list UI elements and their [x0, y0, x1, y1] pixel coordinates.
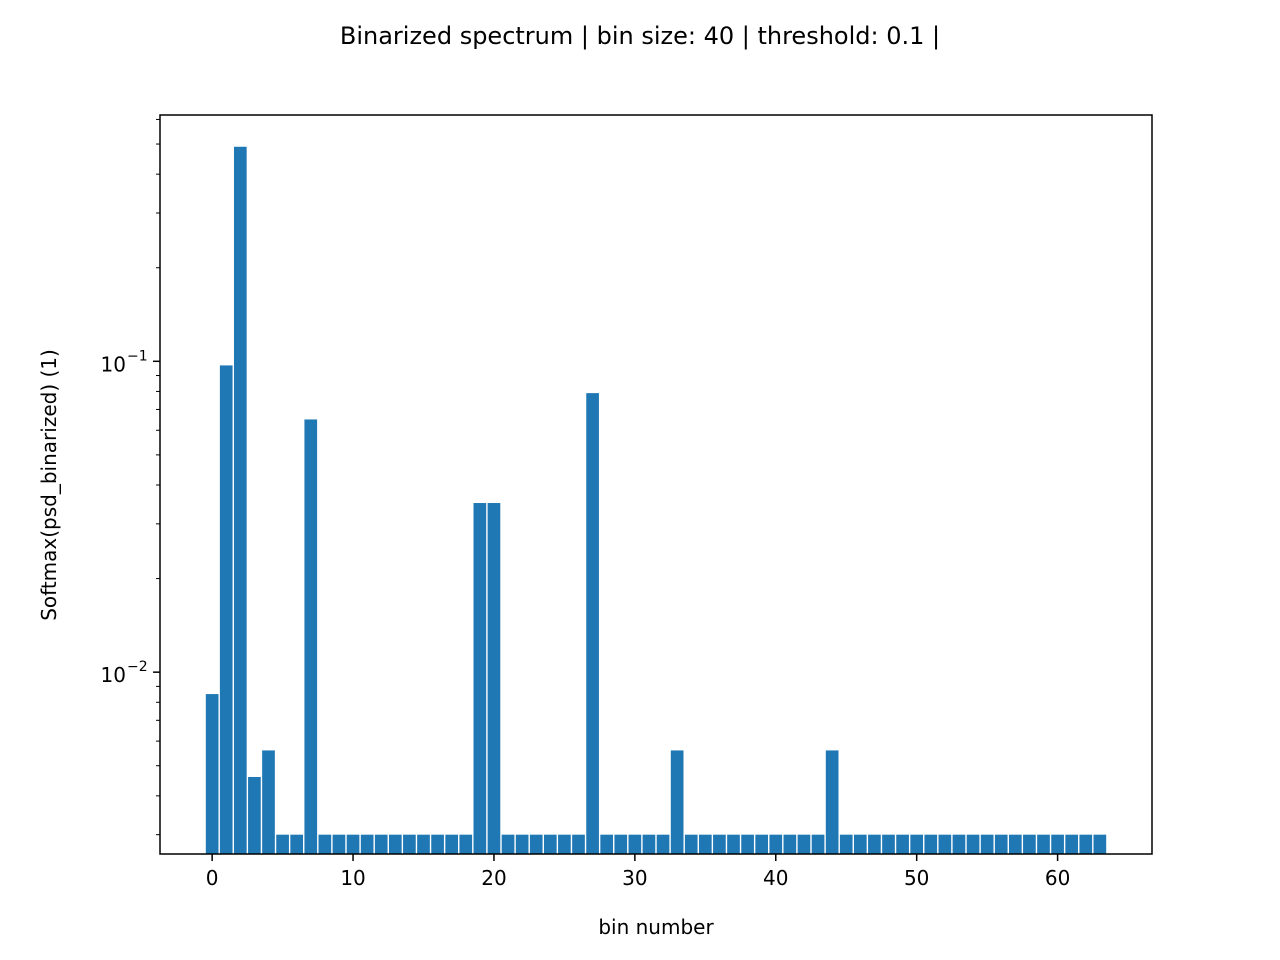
bar — [839, 834, 853, 854]
bar — [825, 750, 839, 854]
bar — [487, 503, 501, 854]
bar — [642, 834, 656, 854]
bar — [614, 834, 628, 854]
bar — [994, 834, 1008, 854]
bar — [543, 834, 557, 854]
bar — [868, 834, 881, 854]
bar — [473, 503, 487, 854]
y-tick-label: 10 — [101, 352, 126, 376]
bar — [882, 834, 895, 854]
bar — [290, 834, 304, 854]
bar — [501, 834, 515, 854]
bars-group — [205, 146, 1107, 854]
x-tick-label: 50 — [904, 866, 929, 890]
bar — [360, 834, 374, 854]
bar — [938, 834, 952, 854]
bar — [797, 834, 811, 854]
bar — [346, 834, 360, 854]
bar — [670, 750, 684, 854]
bar — [755, 834, 769, 854]
x-tick-label: 60 — [1045, 866, 1070, 890]
bar — [684, 834, 698, 854]
x-tick-label: 20 — [481, 866, 506, 890]
bar — [628, 834, 642, 854]
bar — [417, 834, 430, 854]
bar — [656, 834, 670, 854]
bar — [586, 393, 599, 854]
y-ticks-group: 10−210−1 — [101, 118, 160, 836]
bar — [459, 834, 473, 854]
bar — [219, 365, 233, 854]
bar — [388, 834, 402, 854]
bar — [600, 834, 614, 854]
bar — [980, 834, 994, 854]
bar — [233, 146, 247, 854]
bar — [727, 834, 740, 854]
bar — [276, 834, 289, 854]
bar — [1051, 834, 1064, 854]
bar — [262, 750, 275, 854]
bar — [205, 694, 219, 854]
x-tick-label: 0 — [206, 866, 219, 890]
bar — [1065, 834, 1079, 854]
x-ticks-group: 0 10 20 30 40 50 60 — [206, 854, 1070, 890]
bar — [896, 834, 909, 854]
bar — [783, 834, 797, 854]
bar — [529, 834, 543, 854]
bar — [910, 834, 924, 854]
bar — [304, 419, 318, 854]
x-tick-label: 30 — [622, 866, 647, 890]
y-tick-label: 10 — [101, 663, 126, 687]
bar — [1037, 834, 1050, 854]
bar — [374, 834, 388, 854]
bar — [811, 834, 825, 854]
bar — [924, 834, 938, 854]
bar — [769, 834, 783, 854]
bar — [1008, 834, 1022, 854]
bar — [1093, 834, 1107, 854]
bar — [558, 834, 571, 854]
x-axis-label: bin number — [598, 915, 714, 939]
chart-title: Binarized spectrum | bin size: 40 | thre… — [340, 22, 940, 50]
bar — [966, 834, 980, 854]
bar — [248, 776, 261, 854]
bar — [1023, 834, 1036, 854]
x-tick-label: 40 — [763, 866, 788, 890]
bar — [698, 834, 712, 854]
y-axis-label: Softmax(psd_binarized) (1) — [37, 349, 61, 621]
bar — [853, 834, 867, 854]
bar — [403, 834, 416, 854]
bar — [713, 834, 726, 854]
bar — [318, 834, 332, 854]
y-tick-exponent: −2 — [127, 659, 148, 675]
bar — [515, 834, 529, 854]
bar — [332, 834, 346, 854]
bar — [952, 834, 966, 854]
y-tick-exponent: −1 — [127, 348, 148, 364]
bar — [572, 834, 585, 854]
plot-frame — [159, 114, 1153, 855]
x-tick-label: 10 — [340, 866, 365, 890]
bar — [741, 834, 754, 854]
bar — [1079, 834, 1093, 854]
bar — [445, 834, 459, 854]
bar — [431, 834, 444, 854]
